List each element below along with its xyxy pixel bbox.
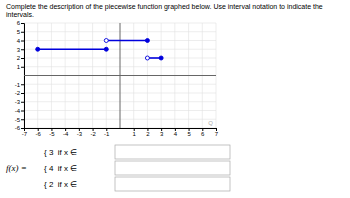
tick-mark [21,111,24,112]
tick: 3 [17,47,24,53]
tick-label: -3 [77,131,83,137]
tick: -2 [90,128,96,137]
tick-label: 3 [17,47,21,53]
tick: -6 [15,125,24,131]
tick: 1 [133,128,137,137]
tick-label: -4 [63,131,69,137]
tick: -1 [104,128,110,137]
tick: -2 [15,90,24,96]
tick-mark [21,67,24,68]
tick: -5 [15,117,24,123]
function-label: f(x) = [6,163,27,173]
tick-label: -3 [15,99,21,105]
tick-label: 1 [133,131,137,137]
tick-label: 7 [215,131,219,137]
tick: 1 [17,64,24,70]
tick-label: -5 [49,131,55,137]
tick-label: -1 [15,82,21,88]
tick-label: 1 [17,64,21,70]
tick-label: -2 [15,90,21,96]
tick-mark [21,102,24,103]
tick: 6 [201,128,205,137]
tick: -3 [15,99,24,105]
tick-label: -7 [22,131,28,137]
tick: -7 [22,128,28,137]
tick-mark [21,23,24,24]
tick-label: -5 [15,117,21,123]
tick: 3 [160,128,164,137]
tick-label: -6 [15,125,21,131]
tick-mark [21,93,24,94]
tick-mark [21,49,24,50]
piecewise-label: { 2 if x ∈ [44,180,77,189]
subtitle: intervals. [6,11,34,18]
tick-label: 4 [174,131,178,137]
open-endpoint [104,39,108,43]
tick-label: 6 [17,20,21,26]
x-axis: -7 -6 -5 -4 -3 -2 -1 1 2 3 4 5 6 7 [22,128,219,137]
tick: 5 [17,29,24,35]
tick-label: -2 [90,131,96,137]
tick: 5 [187,128,191,137]
tick: 4 [17,38,24,44]
y-axis: -6 -5 -4 -3 -2 -1 1 2 3 4 5 6 [15,20,25,131]
zero-line-y [120,23,121,128]
tick-label: -6 [36,131,42,137]
tick-label: 3 [160,131,164,137]
tick-label: 5 [187,131,191,137]
tick: 2 [146,128,150,137]
closed-endpoint [145,39,149,43]
grid-line-y [24,40,216,41]
tick-mark [21,41,24,42]
tick-label: 2 [146,131,150,137]
tick-mark [21,32,24,33]
tick-label: 4 [17,38,21,44]
open-endpoint [145,56,149,60]
tick-label: -1 [104,131,110,137]
grid [24,23,216,128]
closed-endpoint [36,47,40,51]
tick: -4 [63,128,69,137]
input-box[interactable] [115,177,230,191]
tick: -1 [15,82,24,88]
marks [36,39,163,61]
tick-mark [21,58,24,59]
tick-label: 6 [201,131,205,137]
tick: 7 [215,128,219,137]
piecewise-label: { 3 if x ∈ [44,148,77,157]
tick: -3 [77,128,83,137]
chart: Complete the description of the piecewis… [0,0,350,198]
input-box[interactable] [115,161,230,175]
tick-mark [21,119,24,120]
tick-label: 2 [17,55,21,61]
tick-mark [21,128,24,129]
tick: 2 [17,55,24,61]
tick: -5 [49,128,55,137]
tick: 6 [17,20,24,26]
segment [38,48,107,50]
title: Complete the description of the piecewis… [6,3,323,11]
closed-endpoint [104,47,108,51]
tick: -4 [15,108,24,114]
closed-endpoint [159,56,163,60]
tick-mark [21,84,24,85]
tick: 4 [174,128,178,137]
tick: -6 [36,128,42,137]
tick-label: -4 [15,108,21,114]
input-box[interactable] [115,145,230,159]
annotation: Q [208,120,213,126]
segment [106,40,147,42]
tick-label: 5 [17,29,21,35]
origin-axes [24,23,216,128]
piecewise-label: { 4 if x ∈ [44,164,77,173]
axis-line [21,24,25,129]
